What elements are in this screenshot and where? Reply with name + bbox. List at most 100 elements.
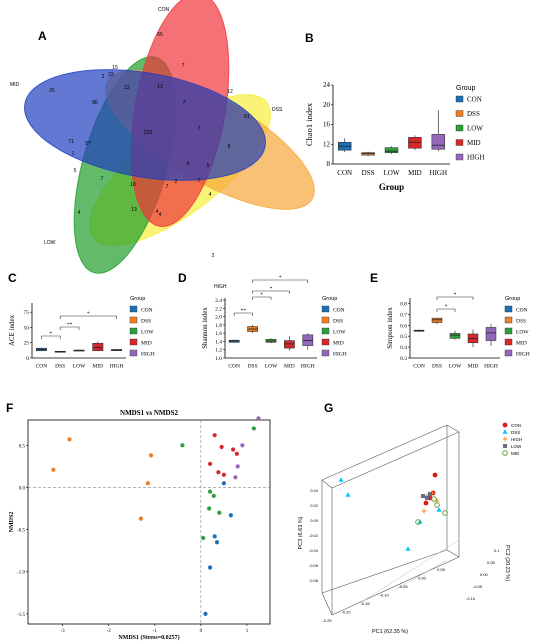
point-con <box>212 534 217 539</box>
legend-label: MID <box>467 139 481 147</box>
y-axis-label: Shannon index <box>201 307 209 349</box>
venn-set-label: LOW <box>44 240 56 246</box>
box-high <box>302 334 314 346</box>
point-mid <box>231 447 236 452</box>
plot-frame <box>27 419 271 625</box>
floor-grid <box>394 559 448 591</box>
legend-marker-low <box>503 444 507 448</box>
legend-label: HIGH <box>511 437 522 442</box>
y-tick-label: 0 <box>26 356 29 362</box>
legend-swatch-high <box>321 349 330 357</box>
significance-mark: * <box>270 286 273 292</box>
point-mid <box>219 444 224 450</box>
point-con <box>228 513 233 518</box>
y-tick-label: 20 <box>323 101 331 109</box>
y-tick-label: 1.6 <box>215 331 222 337</box>
legend-marker-dss <box>502 429 508 434</box>
pca-3d-scatter: -0.25 -0.20 -0.15 -0.10 -0.05 0.00 0.05 -0.10 -0… <box>298 422 522 635</box>
venn-region-count: 7 <box>198 178 201 184</box>
legend-swatch-low <box>455 124 464 132</box>
point-high <box>256 416 261 421</box>
shannon-boxplot: 1.0 1.2 1.4 1.6 1.8 2.0 2.2 2.4 CON DSS LOW MID HIGH… <box>201 275 347 370</box>
point-high <box>235 464 240 469</box>
legend-label: CON <box>333 308 345 314</box>
y-tick-label: 0.00 <box>480 572 489 577</box>
y-tick-label: 50 <box>24 325 30 331</box>
legend-swatch-low <box>321 327 330 335</box>
point-low <box>180 443 185 448</box>
significance-mark: * <box>260 292 263 298</box>
x-tick-label: 1 <box>246 629 249 634</box>
venn-region-count: 4 <box>209 192 212 198</box>
legend-label: DSS <box>516 319 526 325</box>
legend-swatch-dss <box>455 110 464 117</box>
legend-swatch-mid <box>504 338 513 346</box>
legend-label: DSS <box>511 430 520 435</box>
y-tick-label: 0.6 <box>400 323 407 329</box>
legend-label: LOW <box>516 330 529 336</box>
point-mid <box>216 470 221 475</box>
simpson-boxplot: 0.3 0.4 0.5 0.6 0.7 0.8 CON DSS LOW MID HIGH Simpso… <box>386 292 530 370</box>
y-tick-label: 12 <box>323 140 331 148</box>
panel-letter: A <box>38 29 47 43</box>
x-tick-label: -1 <box>153 629 158 634</box>
y-tick-label: 0.5 <box>400 334 407 340</box>
y-axis-label: Simpson index <box>386 307 394 349</box>
significance-mark: * <box>454 292 457 298</box>
point-mid <box>212 433 217 438</box>
point-con <box>432 472 438 478</box>
significance-bracket <box>252 279 309 283</box>
legend-swatch-mid <box>455 139 464 146</box>
legend-title: Group <box>322 296 337 302</box>
point-mid <box>234 451 239 456</box>
legend-label: CON <box>467 96 482 104</box>
y-tick-label: 1.4 <box>215 339 222 345</box>
x-tick-label: CON <box>228 364 240 370</box>
y-axis-label: ACE index <box>8 314 16 346</box>
legend-swatch-high <box>129 349 138 357</box>
venn-region-count: 4 <box>78 210 81 216</box>
point-con <box>207 565 213 570</box>
x-tick-label: LOW <box>73 364 86 370</box>
point-mid <box>207 461 213 466</box>
x-tick-label: LOW <box>265 364 278 370</box>
x-tick-label: LOW <box>449 364 462 370</box>
legend-label: HIGH <box>467 154 485 162</box>
z-tick-label: -0.06 <box>309 563 319 568</box>
point-dss <box>338 477 344 482</box>
venn-region-count: 8 <box>228 144 231 150</box>
legend-title: Group <box>505 296 520 302</box>
z-axis-label: PC3 (6.63 %) <box>298 516 304 549</box>
floor-grid <box>359 539 460 604</box>
y-tick-label: 8 <box>327 160 331 168</box>
box-high <box>431 134 446 150</box>
venn-region-count: 12 <box>124 85 130 91</box>
point-mid <box>415 519 421 525</box>
box-low <box>384 147 399 153</box>
venn-region-count: 15 <box>112 65 118 71</box>
x-tick-label: CON <box>36 364 48 370</box>
legend-label: LOW <box>333 330 346 336</box>
legend-marker-con <box>502 422 508 428</box>
x-tick-label: DSS <box>362 169 375 177</box>
point-con <box>203 611 208 616</box>
venn-region-count: 26 <box>49 88 55 94</box>
significance-bracket <box>233 312 253 316</box>
legend-label: MID <box>141 341 152 347</box>
z-tick-label: -0.02 <box>309 533 319 538</box>
x-tick-label: 0.05 <box>437 567 446 572</box>
box-mid <box>408 137 422 149</box>
venn-region-count: 2 <box>212 253 215 259</box>
panel-letter: E <box>370 271 378 285</box>
venn-region-count: 7 <box>198 126 201 132</box>
y-tick-label: 0.0 <box>19 486 26 491</box>
legend-swatch-low <box>504 327 513 335</box>
y-axis-label: PC2 (20.23 %) <box>504 545 510 581</box>
y-tick-label: -1.0 <box>17 571 25 576</box>
significance-bracket <box>59 326 80 330</box>
point-mid <box>431 496 437 502</box>
venn-set-mid <box>24 69 266 181</box>
significance-mark: * <box>49 331 52 337</box>
x-tick-label: CON <box>337 169 352 177</box>
